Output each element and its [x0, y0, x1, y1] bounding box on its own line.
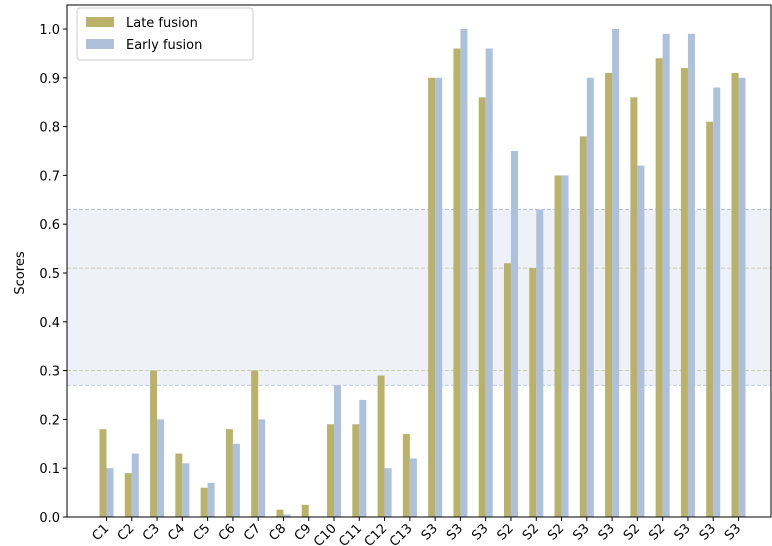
legend-label: Early fusion: [126, 38, 202, 53]
legend-label: Late fusion: [126, 16, 198, 31]
bar: [352, 424, 360, 517]
x-tick-label: C3: [140, 521, 163, 544]
y-tick-label: 0.9: [39, 72, 60, 87]
bar: [561, 175, 569, 517]
x-tick-label: C11: [336, 521, 365, 546]
x-tick-label: S3: [722, 521, 744, 543]
x-tick-label: S3: [419, 521, 441, 543]
bar: [687, 33, 695, 517]
y-tick-label: 0.6: [39, 218, 60, 233]
bar: [503, 263, 511, 517]
x-tick-label: S3: [697, 521, 719, 543]
legend: Late fusion Early fusion: [76, 7, 254, 61]
x-tick-label: S3: [570, 521, 592, 543]
bar: [655, 58, 663, 517]
y-tick-label: 0.0: [39, 511, 60, 526]
bar: [157, 419, 165, 517]
x-tick-label: C1: [89, 521, 112, 544]
bar: [283, 514, 291, 517]
x-tick-label: S2: [520, 521, 542, 543]
x-tick-label: C5: [191, 521, 214, 544]
bar: [131, 453, 139, 517]
x-tick-label: C6: [216, 521, 239, 544]
y-tick-label: 0.7: [39, 169, 60, 184]
bar: [579, 136, 587, 518]
bar: [738, 77, 746, 518]
bar: [182, 463, 190, 517]
bar: [605, 72, 613, 518]
y-tick-label: 0.8: [39, 121, 60, 136]
x-tick-label: S2: [545, 521, 567, 543]
x-tick-label: S3: [444, 521, 466, 543]
y-tick-label: 0.3: [39, 365, 60, 380]
bar: [586, 77, 594, 518]
bar: [510, 151, 518, 517]
bar: [258, 419, 266, 517]
band: [67, 209, 771, 386]
bar: [359, 399, 367, 517]
bar: [150, 370, 158, 517]
y-tick-label: 0.1: [39, 462, 60, 477]
bar: [402, 434, 410, 517]
bar: [453, 48, 461, 518]
x-tick-label: C13: [387, 521, 416, 546]
bar: [124, 473, 132, 517]
x-tick-label: C10: [311, 521, 340, 546]
bar: [478, 97, 486, 517]
bar: [460, 29, 468, 517]
bar: [554, 175, 562, 517]
x-tick-label: S2: [495, 521, 517, 543]
x-tick-label: S3: [596, 521, 618, 543]
x-tick-label: C12: [362, 521, 391, 546]
bar: [706, 121, 714, 517]
legend-swatch: [86, 39, 114, 49]
y-tick-label: 0.4: [39, 316, 60, 331]
y-axis-label: Scores: [13, 251, 28, 294]
x-tick-label: S2: [646, 521, 668, 543]
bar: [377, 375, 385, 517]
bar: [637, 165, 645, 517]
legend-box: [76, 7, 254, 61]
bar: [485, 48, 493, 518]
bar: [536, 209, 544, 517]
bar: [409, 458, 417, 517]
bar: [106, 468, 114, 517]
y-tick-label: 0.2: [39, 413, 60, 428]
bar: [225, 429, 233, 517]
legend-swatch: [86, 17, 114, 27]
bar: [327, 424, 335, 517]
y-tick-label: 1.0: [39, 23, 60, 38]
y-tick-label: 0.5: [39, 267, 60, 282]
bar: [99, 429, 107, 517]
x-tick-label: S3: [671, 521, 693, 543]
x-tick-label: S2: [621, 521, 643, 543]
bar: [232, 443, 240, 517]
bar: [680, 68, 688, 517]
plot-frame: [66, 4, 772, 518]
bar: [662, 33, 670, 517]
bar: [301, 504, 309, 517]
bar: [630, 97, 638, 517]
bar: [713, 87, 721, 517]
bar: [435, 77, 443, 518]
bar: [251, 370, 259, 517]
x-tick-label: C7: [241, 521, 264, 544]
bar: [175, 453, 183, 517]
bar: [207, 482, 215, 517]
bar: [612, 29, 620, 517]
x-tick-label: C4: [165, 521, 188, 544]
x-tick-label: S3: [469, 521, 491, 543]
bar: [384, 468, 392, 517]
bar: [731, 72, 739, 518]
bar: [529, 268, 537, 517]
bar: [200, 487, 208, 517]
bar: [428, 77, 436, 518]
x-tick-label: C2: [115, 521, 138, 544]
x-tick-label: C8: [266, 521, 289, 544]
bar: [334, 385, 342, 517]
bar: [276, 509, 284, 517]
